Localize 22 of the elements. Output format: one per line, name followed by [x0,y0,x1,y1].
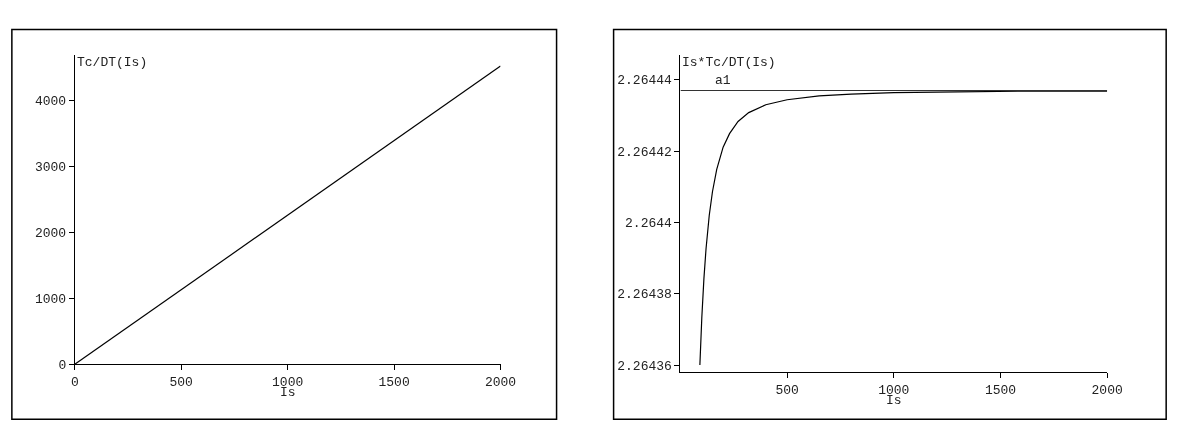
line-series [699,90,1108,366]
y-tick-label: 3000 [34,160,67,176]
x-tick-label: 1500 [984,382,1017,398]
y-axis-title: Is*Tc/DT(Is) [682,55,776,70]
x-tick-label: 0 [70,374,79,390]
y-tick-label: 2000 [34,226,67,242]
y-tick-label: 2.26436 [617,358,672,374]
x-axis-title: Is [280,385,296,400]
y-tick-label: 2.26444 [617,73,673,89]
y-tick-label: 2.2644 [625,215,673,231]
x-tick-label: 2000 [1091,382,1123,398]
ref-line-label: a1 [715,73,731,88]
x-tick-label: 1500 [378,374,410,390]
y-axis-title: Tc/DT(Is) [77,55,148,70]
y-tick-label: 2.26442 [617,144,672,160]
y-tick-label: 4000 [34,94,67,110]
y-tick-label: 1000 [34,292,67,308]
x-tick-label: 2000 [484,374,517,390]
y-tick-label: 0 [58,357,67,373]
x-tick-label: 500 [775,382,799,398]
y-tick-label: 2.26438 [617,287,672,303]
x-tick-label: 500 [169,374,193,390]
